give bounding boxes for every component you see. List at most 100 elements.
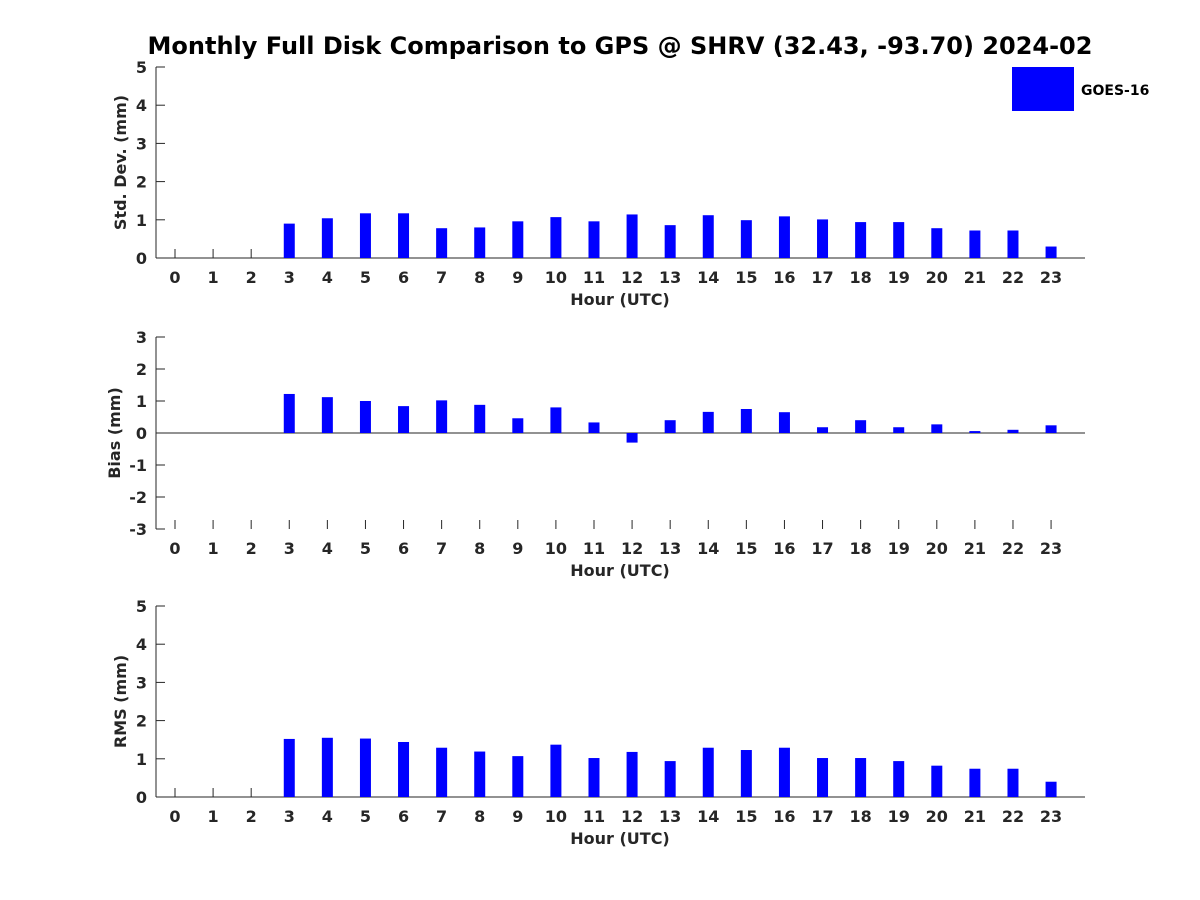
x-tick-label: 20 (926, 807, 948, 826)
x-tick-label: 2 (246, 539, 257, 558)
bar-hour-15 (740, 220, 752, 258)
x-tick-label: 6 (398, 539, 409, 558)
x-tick-label: 9 (512, 539, 523, 558)
legend-label: GOES-16 (1081, 83, 1149, 99)
bar-hour-19 (893, 222, 905, 258)
x-tick-label: 7 (436, 539, 447, 558)
bar-hour-23 (1045, 246, 1057, 258)
x-tick-label: 3 (284, 539, 295, 558)
bar-hour-20 (931, 228, 943, 258)
bar-hour-14 (702, 411, 714, 433)
bar-hour-12 (626, 433, 638, 443)
y-tick-label: 4 (136, 96, 147, 115)
bar-hour-9 (512, 418, 524, 433)
bar-hour-19 (893, 427, 905, 433)
bar-hour-8 (474, 751, 486, 797)
bar-hour-22 (1007, 429, 1019, 433)
bar-hour-10 (550, 407, 562, 433)
y-tick-label: 0 (136, 424, 147, 443)
x-tick-label: 5 (360, 268, 371, 287)
y-axis-label: Bias (mm) (105, 387, 124, 479)
x-tick-label: 18 (849, 268, 871, 287)
y-tick-label: 2 (136, 173, 147, 192)
bar-hour-18 (855, 222, 867, 258)
x-tick-label: 17 (811, 268, 833, 287)
bar-hour-19 (893, 761, 905, 797)
x-tick-label: 22 (1002, 268, 1024, 287)
bar-hour-6 (398, 213, 410, 258)
x-tick-label: 13 (659, 807, 681, 826)
y-tick-label: 3 (136, 328, 147, 347)
x-tick-label: 5 (360, 539, 371, 558)
bar-hour-10 (550, 217, 562, 258)
x-tick-label: 11 (583, 807, 605, 826)
bar-hour-9 (512, 221, 524, 258)
x-tick-label: 9 (512, 268, 523, 287)
y-tick-label: 4 (136, 635, 147, 654)
y-axis-label: RMS (mm) (111, 655, 130, 748)
x-tick-label: 3 (284, 807, 295, 826)
y-tick-label: 3 (136, 134, 147, 153)
bar-hour-22 (1007, 230, 1019, 258)
y-tick-label: -3 (129, 520, 147, 539)
legend-swatch (1012, 67, 1074, 111)
x-tick-label: 23 (1040, 807, 1062, 826)
x-tick-label: 1 (208, 807, 219, 826)
x-tick-label: 8 (474, 539, 485, 558)
x-tick-label: 11 (583, 539, 605, 558)
x-tick-label: 21 (964, 268, 986, 287)
bar-hour-5 (359, 401, 371, 433)
x-tick-label: 23 (1040, 268, 1062, 287)
x-tick-label: 4 (322, 807, 333, 826)
bar-hour-21 (969, 230, 981, 258)
bar-hour-14 (702, 747, 714, 797)
x-tick-label: 19 (888, 539, 910, 558)
x-tick-label: 18 (849, 807, 871, 826)
bar-hour-3 (283, 223, 295, 258)
x-tick-label: 4 (322, 268, 333, 287)
bar-hour-4 (321, 397, 333, 433)
bar-hour-11 (588, 221, 600, 258)
x-tick-label: 22 (1002, 539, 1024, 558)
x-tick-label: 13 (659, 539, 681, 558)
bar-hour-12 (626, 214, 638, 258)
x-tick-label: 0 (169, 807, 180, 826)
bar-hour-4 (321, 737, 333, 797)
x-tick-label: 20 (926, 539, 948, 558)
x-tick-label: 23 (1040, 539, 1062, 558)
bar-hour-16 (778, 747, 790, 797)
bar-hour-23 (1045, 781, 1057, 797)
bar-hour-20 (931, 765, 943, 797)
x-tick-label: 17 (811, 539, 833, 558)
x-tick-label: 2 (246, 807, 257, 826)
x-tick-label: 15 (735, 268, 757, 287)
bar-hour-16 (778, 412, 790, 433)
bar-hour-13 (664, 761, 676, 797)
x-tick-label: 11 (583, 268, 605, 287)
x-tick-label: 12 (621, 539, 643, 558)
bar-hour-13 (664, 420, 676, 433)
x-tick-label: 19 (888, 268, 910, 287)
figure-title: Monthly Full Disk Comparison to GPS @ SH… (148, 32, 1093, 60)
x-tick-label: 14 (697, 807, 719, 826)
x-tick-label: 10 (545, 539, 567, 558)
x-tick-label: 10 (545, 807, 567, 826)
y-tick-label: 1 (136, 750, 147, 769)
y-axis-label: Std. Dev. (mm) (111, 95, 130, 230)
y-tick-label: 1 (136, 392, 147, 411)
x-tick-label: 12 (621, 268, 643, 287)
bar-hour-4 (321, 218, 333, 258)
bar-hour-17 (817, 219, 829, 258)
x-tick-label: 3 (284, 268, 295, 287)
bar-hour-6 (398, 406, 410, 433)
x-axis-label: Hour (UTC) (570, 829, 670, 848)
bar-hour-18 (855, 420, 867, 433)
bar-hour-5 (359, 213, 371, 258)
y-tick-label: 1 (136, 211, 147, 230)
bar-hour-23 (1045, 425, 1057, 433)
x-tick-label: 18 (849, 539, 871, 558)
